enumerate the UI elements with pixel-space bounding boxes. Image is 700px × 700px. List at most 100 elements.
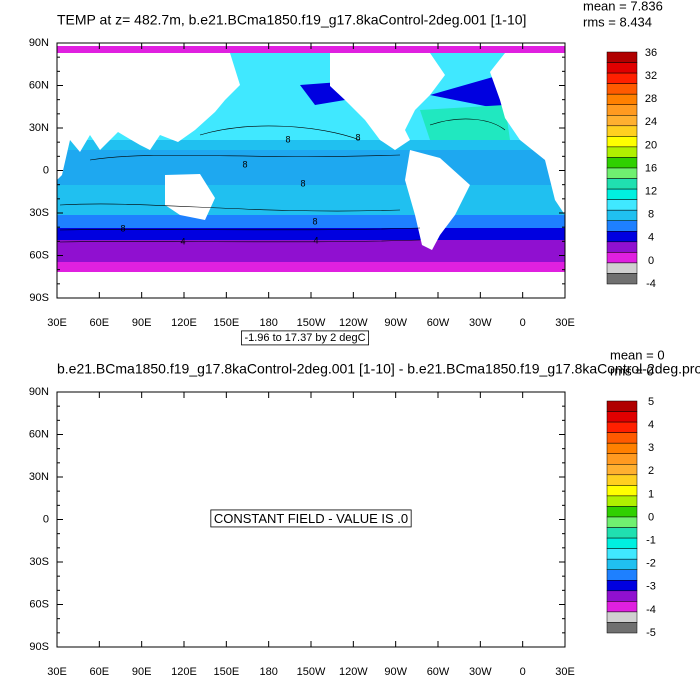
colorbar-box: [606, 442, 638, 454]
lon-label: 150W: [297, 666, 326, 678]
colorbar-box: [606, 432, 638, 444]
lat-label: 60S: [29, 249, 49, 261]
lat-label: 30S: [29, 207, 49, 219]
colorbar-label: -1: [646, 535, 656, 547]
colorbar-box: [606, 252, 638, 264]
lon-label: 90W: [384, 666, 407, 678]
colorbar-label: 32: [645, 70, 657, 82]
colorbar-label: 2: [648, 465, 654, 477]
stat-label: mean = 0: [610, 347, 665, 362]
lon-label: 120E: [171, 317, 197, 329]
colorbar-box: [606, 558, 638, 570]
colorbar-box: [606, 569, 638, 581]
colorbar-label: 36: [645, 47, 657, 59]
colorbar-box: [606, 167, 638, 179]
lon-label: 0: [520, 666, 526, 678]
colorbar-label: -5: [646, 627, 656, 639]
colorbar-label: -3: [646, 581, 656, 593]
colorbar-label: 28: [645, 93, 657, 105]
colorbar-box: [606, 506, 638, 518]
stat-label: rms = 8.434: [583, 14, 652, 29]
colorbar-label: 5: [648, 396, 654, 408]
lon-label: 150E: [213, 666, 239, 678]
colorbar-box: [606, 590, 638, 602]
lon-label: 30W: [469, 317, 492, 329]
contour-label: 8: [355, 132, 360, 142]
colorbar-label: -4: [646, 604, 656, 616]
map-frame: [56, 391, 566, 648]
contour-label: 8: [242, 159, 247, 169]
colorbar-box: [606, 146, 638, 158]
colorbar-box: [606, 72, 638, 84]
colorbar-label: -4: [646, 278, 656, 290]
constant-field-message: CONSTANT FIELD - VALUE IS .0: [214, 511, 408, 526]
stat-label: mean = 7.836: [583, 0, 663, 13]
contour-label: 8: [120, 223, 125, 233]
panel-title: TEMP at z= 482.7m, b.e21.BCma1850.f19_g1…: [57, 12, 526, 28]
lon-label: 30E: [555, 317, 575, 329]
colorbar-label: 3: [648, 442, 654, 454]
colorbar-box: [606, 421, 638, 433]
panel-title: b.e21.BCma1850.f19_g17.8kaControl-2deg.0…: [57, 361, 700, 377]
lon-label: 90W: [384, 317, 407, 329]
message-box: [210, 509, 412, 528]
contour-label: 4: [313, 235, 318, 245]
colorbar-box: [606, 485, 638, 497]
lon-label: 90E: [132, 666, 152, 678]
colorbar-label: 16: [645, 162, 657, 174]
colorbar-box: [606, 516, 638, 528]
contour-label: 8: [300, 178, 305, 188]
colorbar-label: 4: [648, 419, 654, 431]
colorbar-box: [606, 400, 638, 412]
contour-label: 8: [312, 216, 317, 226]
colorbar-label: 8: [648, 209, 654, 221]
colorbar-label: 1: [648, 488, 654, 500]
colorbar-box: [606, 104, 638, 116]
lat-label: 90N: [29, 37, 49, 49]
lon-label: 60W: [427, 666, 450, 678]
lon-label: 0: [520, 317, 526, 329]
lat-label: 60S: [29, 598, 49, 610]
colorbar-box: [606, 83, 638, 95]
contour-info: -1.96 to 17.37 by 2 degC: [244, 332, 365, 344]
colorbar-box: [606, 231, 638, 243]
colorbar-box: [606, 62, 638, 74]
colorbar-label: 24: [645, 116, 657, 128]
contour-info-box: [241, 330, 369, 346]
lat-label: 60N: [29, 428, 49, 440]
lat-label: 30N: [29, 122, 49, 134]
colorbar-label: 0: [648, 511, 654, 523]
colorbar-label: 0: [648, 255, 654, 267]
map-field: [57, 43, 565, 298]
lon-label: 150W: [297, 317, 326, 329]
lon-label: 30W: [469, 666, 492, 678]
colorbar-label: 12: [645, 186, 657, 198]
lon-label: 60E: [90, 666, 110, 678]
lon-label: 150E: [213, 317, 239, 329]
colorbar-box: [606, 262, 638, 274]
colorbar-box: [606, 93, 638, 105]
colorbar-box: [606, 178, 638, 190]
lat-label: 90N: [29, 386, 49, 398]
lat-label: 60N: [29, 79, 49, 91]
colorbar-box: [606, 209, 638, 221]
lat-label: 30N: [29, 471, 49, 483]
lat-label: 0: [43, 513, 49, 525]
colorbar-box: [606, 622, 638, 634]
stat-label: rms = 0: [610, 363, 654, 378]
colorbar-box: [606, 188, 638, 200]
lon-label: 60E: [90, 317, 110, 329]
lat-label: 90S: [29, 641, 49, 653]
colorbar-box: [606, 220, 638, 232]
colorbar-box: [606, 273, 638, 285]
colorbar-box: [606, 241, 638, 253]
lat-label: 90S: [29, 292, 49, 304]
colorbar-box: [606, 548, 638, 560]
lon-label: 30E: [47, 317, 67, 329]
colorbar-box: [606, 411, 638, 423]
lon-label: 120E: [171, 666, 197, 678]
colorbar-box: [606, 601, 638, 613]
contour-label: 8: [285, 134, 290, 144]
lon-label: 60W: [427, 317, 450, 329]
